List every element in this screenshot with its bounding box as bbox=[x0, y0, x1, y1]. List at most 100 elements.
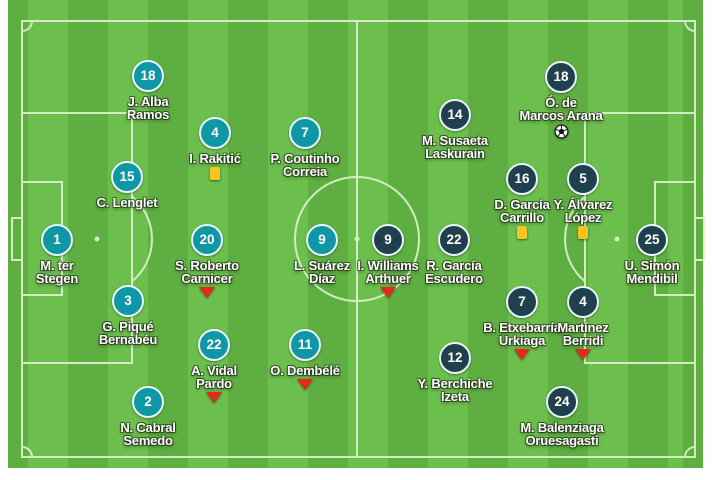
player-badges bbox=[154, 392, 274, 408]
player-circle: 18 bbox=[132, 60, 164, 92]
player-marker: 12 Y. Berchiche Izeta bbox=[395, 342, 515, 421]
player-marker: 11 O. Dembélé bbox=[245, 329, 365, 395]
player-circle: 24 bbox=[546, 386, 578, 418]
player-marker: 20 S. Roberto Carnicer bbox=[147, 224, 267, 303]
player-marker: 3 G. Piqué Bernabéu bbox=[68, 285, 188, 364]
yellow-card-icon bbox=[578, 226, 588, 239]
corner-arc-top-right bbox=[684, 20, 696, 32]
player-name: I. Williams Arthuer bbox=[357, 258, 419, 286]
player-badges bbox=[155, 167, 275, 183]
player-marker: 16 D. García Carrillo bbox=[462, 163, 582, 242]
player-badges bbox=[328, 287, 448, 303]
player-name: M. Susaeta Laskurain bbox=[422, 133, 488, 161]
player-marker: 2 N. Cabral Semedo bbox=[88, 386, 208, 465]
player-name: J. Alba Ramos bbox=[126, 94, 170, 122]
substituted-off-icon bbox=[380, 287, 396, 298]
player-badges bbox=[245, 379, 365, 395]
player-name: O. Dembélé bbox=[270, 363, 340, 378]
player-marker: 24 M. Balenziaga Oruesagasti bbox=[502, 386, 622, 465]
substituted-off-icon bbox=[514, 349, 530, 360]
player-name: M. ter Stegen bbox=[35, 258, 79, 286]
right-penalty-arc bbox=[564, 195, 586, 283]
player-circle: 1 bbox=[41, 224, 73, 256]
player-marker: 22 A. Vidal Pardo bbox=[154, 329, 274, 408]
player-name: Ó. de Marcos Arana bbox=[519, 95, 603, 123]
player-name: Martínez Berridi bbox=[557, 320, 609, 348]
player-name: Y. Berchiche Izeta bbox=[417, 376, 493, 404]
corner-arc-top-left bbox=[21, 20, 33, 32]
yellow-card-icon bbox=[210, 167, 220, 180]
player-circle: 9 bbox=[306, 224, 338, 256]
player-circle: 16 bbox=[506, 163, 538, 195]
yellow-card-icon bbox=[517, 226, 527, 239]
player-name: N. Cabral Semedo bbox=[120, 420, 176, 448]
left-goal bbox=[11, 217, 23, 261]
player-circle: 3 bbox=[112, 285, 144, 317]
player-marker: 4 I. Rakitić bbox=[155, 117, 275, 183]
centre-circle bbox=[294, 176, 420, 302]
player-circle: 7 bbox=[506, 286, 538, 318]
player-circle: 7 bbox=[289, 117, 321, 149]
player-name: R. García Escudero bbox=[425, 258, 483, 286]
player-circle: 25 bbox=[636, 224, 668, 256]
player-name: D. García Carrillo bbox=[494, 197, 550, 225]
player-name: Y. Álvarez López bbox=[553, 197, 613, 225]
player-marker: 25 U. Simón Mendibil bbox=[592, 224, 712, 303]
goal-ball-icon bbox=[553, 124, 569, 144]
player-circle: 12 bbox=[439, 342, 471, 374]
player-marker: 7 P. Coutinho Correia bbox=[245, 117, 365, 196]
player-circle: 15 bbox=[111, 161, 143, 193]
player-circle: 11 bbox=[289, 329, 321, 361]
centre-spot bbox=[354, 236, 360, 242]
player-badges bbox=[462, 226, 582, 242]
player-marker: 9 I. Williams Arthuer bbox=[328, 224, 448, 303]
left-penalty-arc bbox=[131, 195, 153, 283]
player-marker: 18 J. Alba Ramos bbox=[88, 60, 208, 139]
player-name: B. Etxebarría Urkiaga bbox=[483, 320, 561, 348]
player-name: L. Suárez Díaz bbox=[294, 258, 350, 286]
player-badges bbox=[147, 287, 267, 303]
corner-arc-bottom-right bbox=[684, 446, 696, 458]
substituted-off-icon bbox=[297, 379, 313, 390]
player-badges bbox=[501, 124, 621, 140]
substituted-off-icon bbox=[575, 349, 591, 360]
player-name: M. Balenziaga Oruesagasti bbox=[520, 420, 604, 448]
player-marker: 14 M. Susaeta Laskurain bbox=[395, 99, 515, 178]
player-badges bbox=[88, 449, 208, 465]
player-marker: 7 B. Etxebarría Urkiaga bbox=[462, 286, 582, 365]
player-marker: 22 R. García Escudero bbox=[394, 224, 514, 303]
player-circle: 4 bbox=[567, 286, 599, 318]
player-name: S. Roberto Carnicer bbox=[175, 258, 239, 286]
player-marker: 9 L. Suárez Díaz bbox=[262, 224, 382, 303]
player-name: G. Piqué Bernabéu bbox=[98, 319, 158, 347]
right-penalty-spot bbox=[614, 236, 620, 242]
player-name: I. Rakitić bbox=[189, 151, 241, 166]
player-name: A. Vidal Pardo bbox=[191, 363, 237, 391]
player-name: C. Lenglet bbox=[96, 195, 158, 210]
substituted-off-icon bbox=[199, 287, 215, 298]
player-circle: 5 bbox=[567, 163, 599, 195]
player-circle: 9 bbox=[372, 224, 404, 256]
player-circle: 22 bbox=[438, 224, 470, 256]
player-badges bbox=[245, 180, 365, 196]
player-name: U. Simón Mendibil bbox=[624, 258, 680, 286]
player-circle: 22 bbox=[198, 329, 230, 361]
player-name: P. Coutinho Correia bbox=[270, 151, 340, 179]
player-circle: 4 bbox=[199, 117, 231, 149]
corner-arc-bottom-left bbox=[21, 446, 33, 458]
player-marker: 15 C. Lenglet bbox=[67, 161, 187, 227]
player-circle: 2 bbox=[132, 386, 164, 418]
player-circle: 20 bbox=[191, 224, 223, 256]
player-badges bbox=[395, 405, 515, 421]
player-badges bbox=[523, 226, 643, 242]
player-circle: 14 bbox=[439, 99, 471, 131]
player-marker: 4 Martínez Berridi bbox=[523, 286, 643, 365]
substituted-off-icon bbox=[206, 392, 222, 403]
player-circle: 18 bbox=[545, 61, 577, 93]
player-badges bbox=[502, 449, 622, 465]
player-marker: 5 Y. Álvarez López bbox=[523, 163, 643, 242]
right-goal bbox=[694, 217, 705, 261]
player-badges bbox=[462, 349, 582, 365]
player-marker: 18 Ó. de Marcos Arana bbox=[501, 61, 621, 140]
